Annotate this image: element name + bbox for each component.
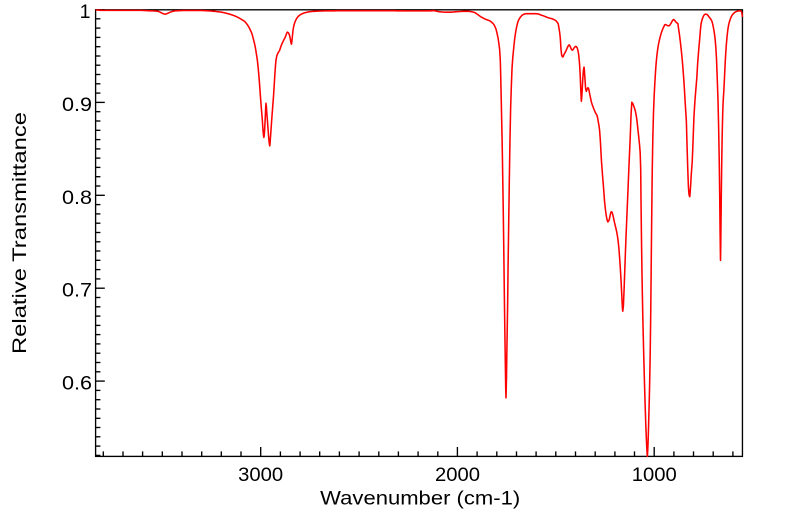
svg-text:0.7: 0.7 [62, 280, 92, 302]
svg-text:Relative Transmittance: Relative Transmittance [9, 112, 31, 354]
svg-text:2000: 2000 [435, 464, 480, 486]
svg-text:1000: 1000 [632, 464, 677, 486]
svg-text:Wavenumber (cm-1): Wavenumber (cm-1) [320, 488, 520, 510]
svg-text:0.8: 0.8 [62, 187, 92, 209]
svg-text:3000: 3000 [238, 464, 283, 486]
svg-text:0.6: 0.6 [62, 373, 92, 395]
svg-text:1: 1 [80, 1, 91, 23]
svg-text:0.9: 0.9 [62, 94, 92, 116]
